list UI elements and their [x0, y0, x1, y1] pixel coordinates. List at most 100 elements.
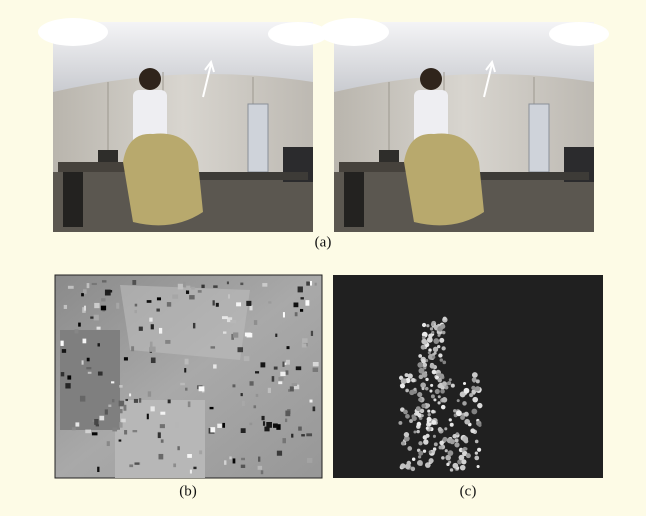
noise-speck: [183, 282, 186, 287]
point: [475, 452, 478, 455]
point: [431, 323, 434, 326]
noise-speck: [101, 298, 105, 301]
point: [464, 388, 470, 394]
noise-speck: [161, 439, 164, 442]
noise-speck: [249, 423, 252, 426]
point: [426, 427, 429, 430]
noise-speck: [189, 295, 195, 299]
noise-speck: [222, 423, 225, 428]
noise-speck: [119, 323, 123, 329]
noise-speck: [185, 359, 189, 365]
point: [434, 442, 438, 446]
noise-speck: [213, 364, 217, 368]
point: [407, 446, 412, 451]
point: [401, 441, 405, 445]
noise-speck: [92, 283, 97, 285]
noise-speck: [217, 424, 222, 428]
noise-speck: [102, 280, 106, 282]
noise-speck: [258, 466, 262, 470]
noise-speck: [98, 343, 100, 346]
noise-speck: [242, 401, 245, 406]
noise-speck: [286, 360, 290, 365]
noise-speck: [195, 361, 197, 367]
noise-speck: [241, 458, 245, 460]
noise-speck: [90, 316, 93, 318]
noise-speck: [112, 427, 117, 431]
point: [452, 434, 456, 438]
noise-speck: [310, 281, 312, 286]
point: [412, 457, 415, 460]
noise-speck: [224, 460, 226, 465]
noise-speck: [124, 430, 127, 434]
noise-speck: [124, 357, 128, 360]
noise-speck: [307, 458, 312, 463]
point: [430, 327, 433, 330]
noise-speck: [139, 327, 143, 331]
noise-speck: [185, 388, 187, 391]
noise-speck: [134, 310, 137, 313]
noise-speck: [285, 419, 287, 422]
point: [469, 393, 473, 397]
point: [438, 427, 442, 431]
noise-speck: [65, 383, 70, 388]
noise-speck: [160, 424, 165, 428]
noise-speck: [191, 287, 195, 290]
point: [466, 453, 471, 458]
point: [462, 401, 467, 406]
noise-speck: [84, 306, 86, 311]
noise-speck: [275, 334, 277, 337]
noise-speck: [97, 467, 99, 472]
left-image: [38, 18, 328, 232]
noise-speck: [302, 338, 308, 343]
noise-speck: [112, 399, 114, 402]
noise-speck: [249, 305, 252, 310]
point: [431, 410, 435, 414]
noise-speck: [260, 362, 265, 367]
noise-speck: [149, 318, 152, 322]
point: [426, 324, 429, 327]
noise-speck: [75, 422, 79, 426]
noise-speck: [190, 470, 192, 474]
noise-speck: [311, 331, 313, 336]
point: [429, 458, 434, 463]
noise-speck: [255, 371, 259, 373]
noise-speck: [262, 283, 267, 287]
noise-speck: [186, 286, 190, 291]
point: [412, 416, 417, 421]
noise-speck: [129, 464, 133, 467]
noise-speck: [300, 309, 303, 312]
right-image: [319, 18, 609, 232]
point: [427, 417, 432, 422]
point: [418, 451, 423, 456]
noise-speck: [228, 294, 230, 298]
noise-speck: [254, 320, 257, 325]
point: [407, 461, 412, 466]
noise-speck: [88, 372, 92, 374]
point: [423, 450, 426, 453]
point: [427, 410, 430, 413]
noise-speck: [99, 416, 104, 421]
noise-speck: [147, 300, 152, 303]
noise-speck: [213, 285, 217, 288]
point: [432, 355, 435, 358]
noise-speck: [261, 416, 264, 420]
point: [414, 388, 417, 391]
noise-speck: [133, 430, 138, 432]
point: [433, 398, 436, 401]
noise-speck: [201, 285, 204, 288]
point: [460, 465, 466, 471]
noise-speck: [94, 315, 99, 321]
noise-speck: [244, 356, 249, 361]
point: [453, 409, 456, 412]
noise-speck: [86, 367, 91, 369]
noise-speck: [147, 414, 149, 420]
noise-speck: [119, 422, 122, 428]
point: [457, 399, 460, 402]
point: [417, 392, 422, 397]
noise-speck: [291, 434, 293, 438]
point: [454, 442, 459, 447]
noise-speck: [81, 293, 84, 296]
noise-speck: [198, 290, 202, 293]
noise-speck: [245, 333, 251, 337]
noise-speck: [283, 312, 285, 317]
